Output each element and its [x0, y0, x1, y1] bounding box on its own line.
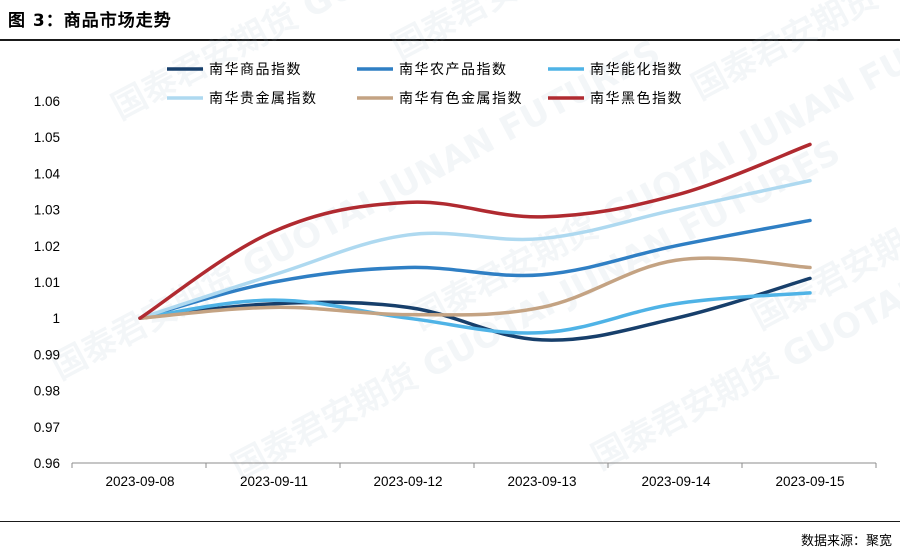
- y-axis: 0.96 0.97 0.98 0.99 1 1.01 1.02 1.03 1.04 1.05 1.0…: [34, 94, 61, 471]
- y-tick-label: 1.05: [34, 130, 60, 145]
- series-line-2: [138, 291, 812, 335]
- y-tick-label: 1.03: [34, 203, 60, 218]
- x-tick-label: 2023-09-15: [775, 474, 844, 489]
- series-line-5: [138, 142, 812, 320]
- legend-label: 南华贵金属指数: [209, 91, 318, 107]
- source-note: 数据来源：聚宽: [800, 534, 892, 549]
- x-tick-label: 2023-09-11: [240, 474, 308, 489]
- x-axis: 2023-09-08 2023-09-11 2023-09-12 2023-09-13…: [71, 462, 877, 489]
- series-line-1: [138, 218, 812, 320]
- x-tick-label: 2023-09-12: [373, 474, 442, 489]
- legend-label: 南华商品指数: [209, 62, 302, 78]
- x-tick-label: 2023-09-14: [641, 474, 711, 489]
- legend-label: 南华黑色指数: [590, 90, 683, 107]
- series-line-4: [138, 256, 812, 320]
- y-tick-label: 1.02: [34, 239, 60, 254]
- y-tick-label: 0.97: [34, 420, 60, 435]
- legend-label: 南华能化指数: [590, 62, 683, 78]
- y-tick-label: 1: [52, 311, 60, 326]
- y-tick-label: 1.06: [34, 94, 60, 109]
- x-tick-label: 2023-09-13: [507, 474, 576, 489]
- bottom-rule: [0, 521, 900, 522]
- y-tick-label: 0.98: [34, 384, 60, 399]
- y-tick-label: 0.96: [34, 456, 60, 471]
- figure-title: 图 3：商品市场走势: [8, 11, 172, 31]
- series-line-3: [138, 178, 812, 320]
- series-lines: [138, 142, 812, 342]
- x-tick-label: 2023-09-08: [105, 474, 174, 489]
- y-tick-label: 1.04: [34, 166, 61, 181]
- y-tick-label: 0.99: [34, 347, 60, 362]
- top-rule: [0, 39, 900, 41]
- series-line-0: [138, 276, 812, 342]
- legend-label: 南华农产品指数: [399, 62, 508, 78]
- y-tick-label: 1.01: [34, 275, 60, 290]
- legend-label: 南华有色金属指数: [399, 90, 523, 107]
